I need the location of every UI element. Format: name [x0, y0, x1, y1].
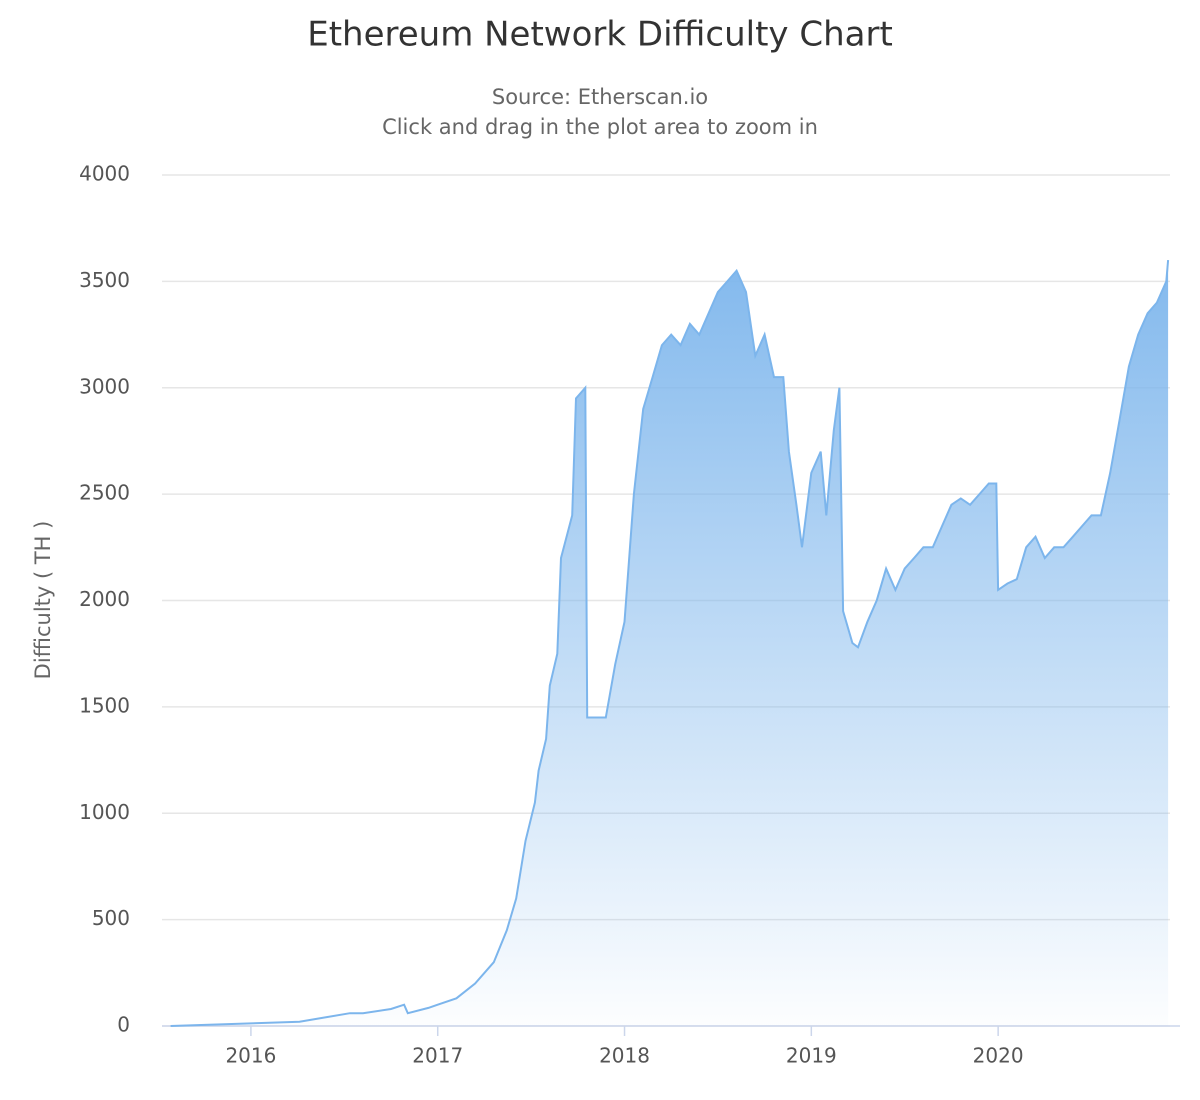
chart-subtitle: Click and drag in the plot area to zoom … — [382, 115, 818, 139]
chart-subtitle: Source: Etherscan.io — [492, 85, 708, 109]
y-tick-label: 3000 — [79, 374, 130, 398]
y-tick-label: 1500 — [79, 693, 130, 717]
chart-title: Ethereum Network Difficulty Chart — [307, 15, 893, 55]
y-tick-label: 0 — [117, 1013, 130, 1037]
x-tick-label: 2016 — [225, 1044, 276, 1068]
y-tick-label: 4000 — [79, 162, 130, 186]
x-tick-label: 2017 — [412, 1044, 463, 1068]
y-tick-label: 2000 — [79, 587, 130, 611]
x-tick-label: 2020 — [973, 1044, 1024, 1068]
area-line — [170, 260, 1170, 1027]
x-tick-label: 2019 — [786, 1044, 837, 1068]
y-axis-label: Difficulty ( TH ) — [31, 521, 55, 680]
area-fill — [170, 260, 1169, 1027]
y-tick-label: 3500 — [79, 268, 130, 292]
x-tick-label: 2018 — [599, 1044, 650, 1068]
y-tick-label: 1000 — [79, 800, 130, 824]
y-tick-label: 500 — [92, 906, 130, 930]
y-tick-label: 2500 — [79, 481, 130, 505]
